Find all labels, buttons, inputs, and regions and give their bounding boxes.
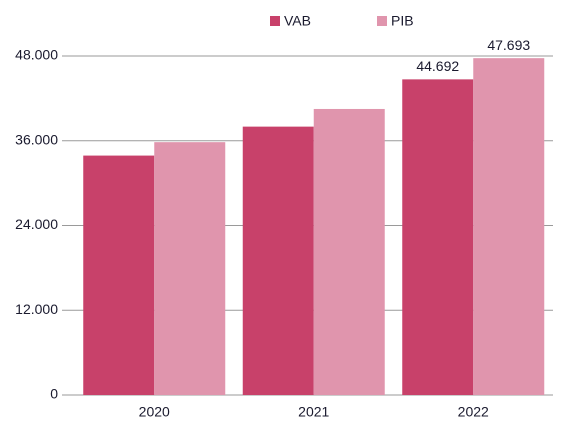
bar	[473, 58, 545, 396]
legend-swatch	[270, 16, 280, 26]
y-tick-label: 36.000	[15, 131, 58, 147]
y-tick-label: 24.000	[15, 216, 58, 232]
y-tick-label: 48.000	[15, 47, 58, 63]
data-label: 47.693	[487, 37, 530, 53]
bar	[402, 79, 474, 396]
bar	[83, 155, 155, 395]
bar	[242, 126, 314, 395]
x-tick-label: 2022	[458, 404, 489, 420]
x-tick-label: 2020	[139, 404, 170, 420]
bar	[154, 142, 226, 395]
legend-label: VAB	[284, 13, 311, 29]
x-tick-label: 2021	[298, 404, 329, 420]
legend-swatch	[377, 16, 387, 26]
y-tick-label: 0	[50, 386, 58, 402]
data-label: 44.692	[416, 58, 459, 74]
y-tick-label: 12.000	[15, 301, 58, 317]
bar	[313, 108, 385, 395]
legend-label: PIB	[391, 13, 414, 29]
